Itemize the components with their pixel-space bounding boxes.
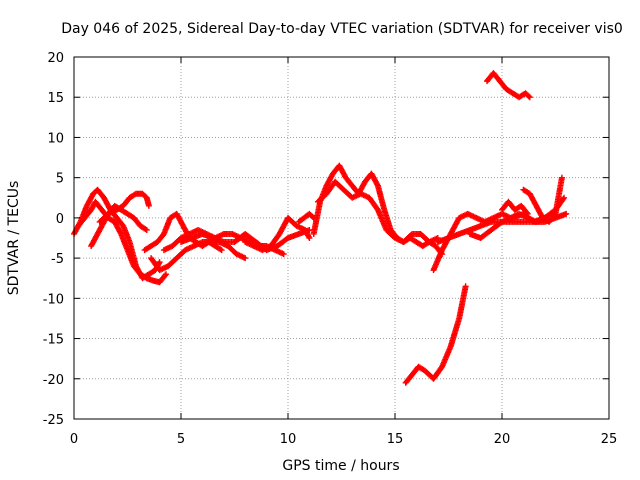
plot-frame bbox=[73, 56, 610, 420]
data-point bbox=[558, 174, 565, 181]
x-tick-label: 10 bbox=[280, 432, 297, 447]
data-point bbox=[242, 255, 249, 262]
x-tick-label: 25 bbox=[601, 432, 618, 447]
y-tick-label: -20 bbox=[43, 373, 64, 388]
x-tick-label: 0 bbox=[70, 432, 78, 447]
y-tick-label: 15 bbox=[47, 91, 64, 106]
data-point bbox=[218, 247, 225, 254]
series-arc-12 bbox=[314, 178, 441, 246]
series-arc-2 bbox=[75, 198, 170, 286]
series-arc-17 bbox=[484, 70, 533, 101]
data-point bbox=[143, 226, 150, 233]
data-point bbox=[280, 251, 287, 258]
x-axis-label: GPS time / hours bbox=[282, 458, 399, 474]
data-point bbox=[163, 271, 170, 278]
y-tick-label: -15 bbox=[43, 333, 64, 348]
y-tick-label: -5 bbox=[51, 252, 64, 267]
y-tick-label: -10 bbox=[43, 292, 64, 307]
data-point bbox=[156, 259, 163, 266]
data-point bbox=[560, 195, 567, 202]
x-tick-label: 20 bbox=[494, 432, 511, 447]
data-point bbox=[142, 226, 149, 233]
y-tick-label: -25 bbox=[43, 413, 64, 428]
data-point bbox=[145, 202, 152, 209]
data-point bbox=[162, 272, 169, 279]
series-arc-4 bbox=[96, 190, 152, 225]
x-tick-label: 5 bbox=[177, 432, 185, 447]
axis-ticks: 0 5 10 15 20 25 -25 -20 -15 -10 -5 0 5 10 15 20 bbox=[43, 51, 618, 447]
data-point bbox=[525, 93, 532, 100]
series-arc-8 bbox=[178, 226, 313, 254]
chart-title: Day 046 of 2025, Sidereal Day-to-day VTE… bbox=[61, 21, 623, 37]
data-point bbox=[526, 94, 533, 101]
y-tick-label: 10 bbox=[47, 131, 64, 146]
data-marks bbox=[71, 70, 570, 386]
series-arc-18 bbox=[520, 174, 565, 225]
x-tick-label: 15 bbox=[387, 432, 404, 447]
y-axis-label: SDTVAR / TECUs bbox=[6, 181, 22, 296]
series-arc-19 bbox=[499, 198, 531, 217]
data-point bbox=[217, 246, 224, 253]
data-point bbox=[306, 235, 313, 241]
series-arc-6 bbox=[148, 239, 249, 274]
data-point bbox=[462, 283, 469, 290]
series-arc-13 bbox=[402, 283, 469, 386]
data-point bbox=[563, 210, 570, 217]
data-point bbox=[561, 194, 568, 201]
data-point bbox=[551, 212, 558, 219]
data-point bbox=[524, 210, 531, 217]
series-arc-5 bbox=[141, 210, 225, 254]
series-arc-9 bbox=[242, 214, 313, 254]
y-tick-label: 20 bbox=[47, 51, 64, 66]
y-tick-label: 5 bbox=[56, 172, 64, 187]
data-point bbox=[523, 209, 530, 216]
series-arc-14 bbox=[430, 210, 548, 274]
y-tick-label: 0 bbox=[56, 212, 64, 227]
grid-lines bbox=[74, 57, 609, 419]
